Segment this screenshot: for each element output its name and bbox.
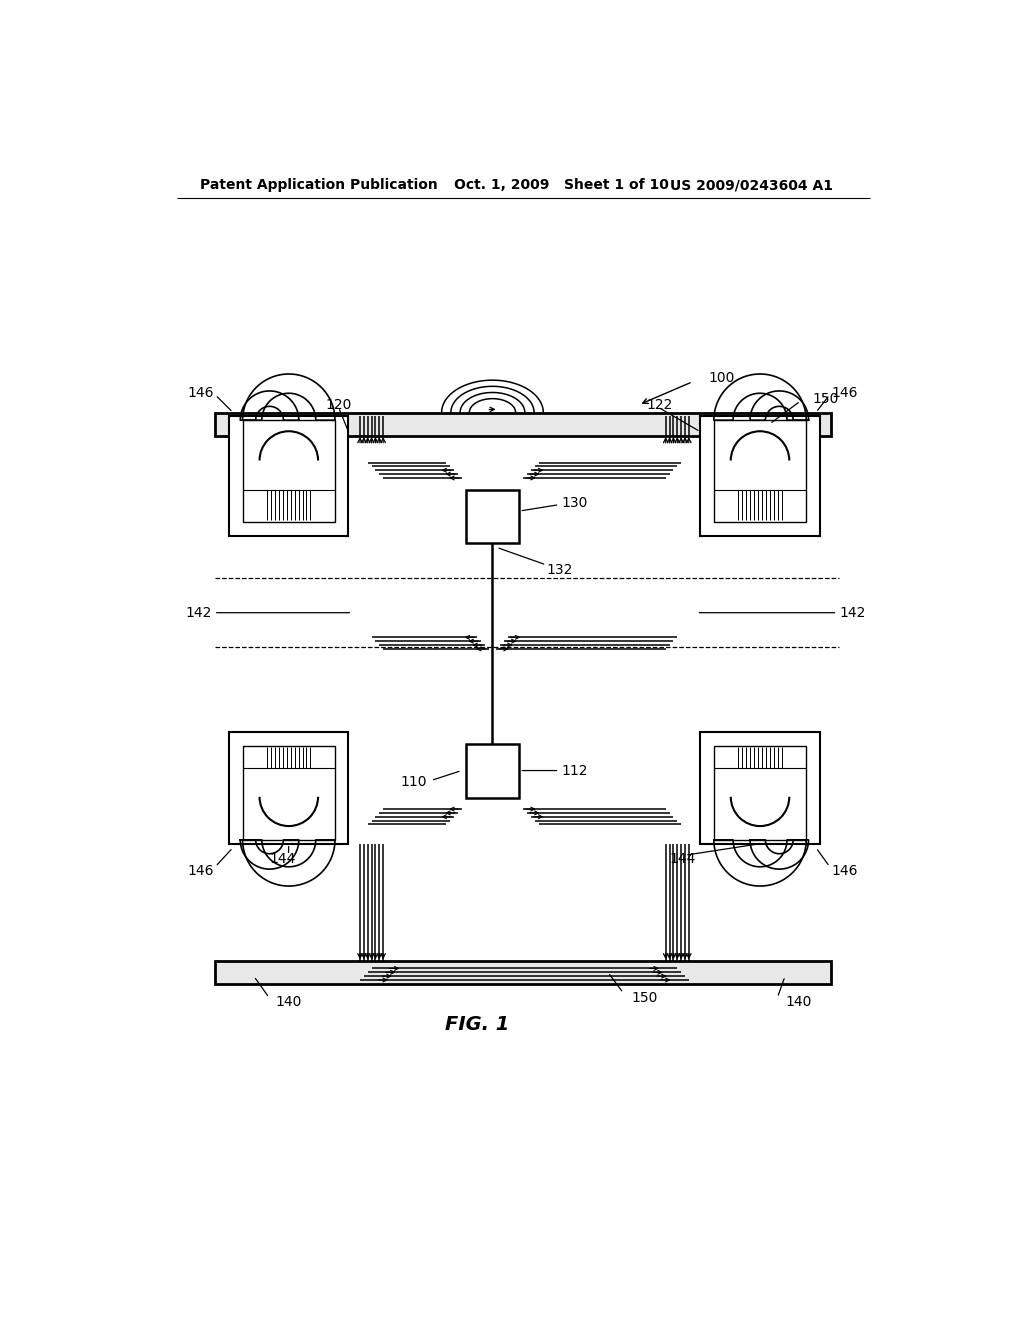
Bar — [215, 413, 831, 436]
Bar — [466, 490, 519, 544]
Bar — [700, 733, 819, 843]
Text: 150: 150 — [812, 392, 839, 405]
Text: 130: 130 — [562, 496, 588, 510]
Text: 146: 146 — [187, 387, 214, 400]
Text: Oct. 1, 2009   Sheet 1 of 10: Oct. 1, 2009 Sheet 1 of 10 — [454, 178, 669, 193]
Text: Patent Application Publication: Patent Application Publication — [200, 178, 437, 193]
Text: 122: 122 — [646, 397, 673, 412]
Text: 146: 146 — [831, 863, 858, 878]
Bar — [714, 420, 806, 521]
Text: 132: 132 — [547, 564, 572, 577]
Bar — [714, 746, 806, 840]
Text: 140: 140 — [785, 994, 811, 1008]
Text: 150: 150 — [631, 991, 657, 1005]
Text: FIG. 1: FIG. 1 — [444, 1015, 509, 1034]
Text: 112: 112 — [562, 763, 588, 777]
Bar — [243, 746, 335, 840]
Text: US 2009/0243604 A1: US 2009/0243604 A1 — [670, 178, 833, 193]
Text: 100: 100 — [708, 371, 734, 385]
Text: 146: 146 — [831, 387, 858, 400]
Text: 140: 140 — [275, 994, 302, 1008]
Text: 146: 146 — [187, 863, 214, 878]
Text: 144: 144 — [269, 853, 296, 866]
Text: 142: 142 — [185, 606, 211, 619]
Text: 144: 144 — [670, 853, 696, 866]
Text: 110: 110 — [400, 775, 427, 789]
Bar — [215, 961, 831, 983]
Bar — [466, 743, 519, 797]
Bar — [229, 416, 348, 536]
Bar — [229, 733, 348, 843]
Text: 142: 142 — [839, 606, 865, 619]
Bar — [700, 416, 819, 536]
Bar — [243, 420, 335, 521]
Text: 120: 120 — [326, 397, 352, 412]
